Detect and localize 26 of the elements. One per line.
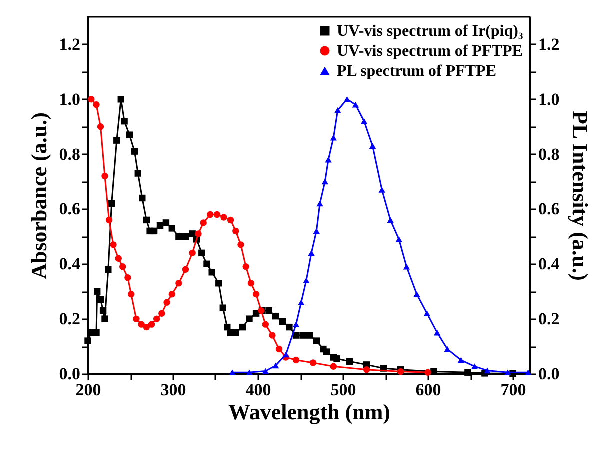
y-tick-label: 1.2 <box>59 34 80 54</box>
y-tick-label: 1.0 <box>59 90 80 109</box>
y2-tick-label: 0.6 <box>538 200 560 219</box>
x-tick-label: 200 <box>76 380 102 400</box>
legend-label: PL spectrum of PFTPE <box>337 63 497 80</box>
y2-tick-label: 0.0 <box>538 364 560 384</box>
y-tick-label: 0.4 <box>59 254 81 274</box>
legend-label: UV-vis spectrum of Ir(piq)₃ <box>337 23 524 40</box>
x-tick-label: 500 <box>330 380 356 400</box>
x-axis-title: Wavelength (nm) <box>228 400 390 424</box>
y2-axis-title: PL Intensity (a.u.) <box>568 111 593 281</box>
x-tick-label: 600 <box>416 380 442 400</box>
y-tick-label: 0.8 <box>59 144 80 164</box>
x-tick-label: 700 <box>500 380 526 400</box>
y-tick-label: 0.2 <box>59 310 80 329</box>
x-tick-label: 300 <box>160 380 186 400</box>
y-axis-title: Absorbance (a.u.) <box>26 112 52 280</box>
y-tick-label: 0.0 <box>59 364 80 384</box>
y-tick-label: 0.6 <box>59 200 80 219</box>
y2-tick-label: 0.2 <box>538 310 560 329</box>
x-tick-label: 400 <box>246 380 272 400</box>
y2-tick-label: 0.8 <box>538 144 560 164</box>
legend-label: UV-vis spectrum of PFTPE <box>337 43 523 60</box>
y2-tick-label: 0.4 <box>538 254 560 274</box>
y2-tick-label: 1.2 <box>538 34 560 54</box>
y2-tick-label: 1.0 <box>538 90 560 109</box>
